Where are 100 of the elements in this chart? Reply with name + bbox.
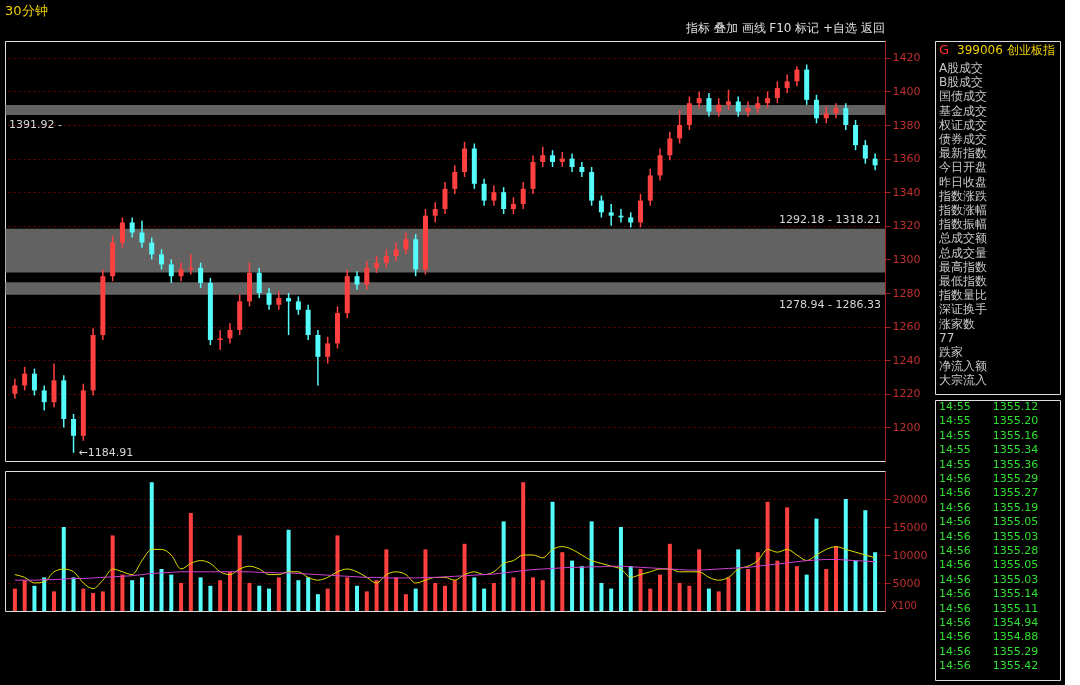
candlestick (501, 186, 507, 215)
text: 14:55 1355.20 (939, 414, 1039, 428)
bar (462, 543, 467, 611)
band-label: 1391.92 - (9, 117, 62, 131)
bar (814, 518, 819, 611)
text: G (939, 42, 950, 57)
bar (335, 535, 340, 611)
candlestick (638, 193, 644, 229)
bar (677, 583, 682, 611)
bar (22, 580, 27, 611)
candlestick (315, 329, 321, 387)
bar (726, 577, 731, 611)
bar (618, 527, 623, 611)
bar (667, 543, 672, 611)
candlestick (657, 147, 663, 182)
line-series (14, 546, 876, 590)
bar (755, 552, 760, 611)
text: 14:56 1355.05 (939, 558, 1039, 572)
bar (315, 594, 320, 611)
bar (208, 585, 213, 611)
text: 14:56 1354.88 (939, 630, 1039, 644)
y-tick-label: 5000 (892, 576, 921, 590)
text: 最高指数 (939, 259, 987, 274)
text: 14:56 1355.11 (939, 601, 1039, 615)
bar (863, 510, 868, 611)
text: 14:55 1355.16 (939, 428, 1039, 442)
bar (61, 527, 66, 611)
bar (491, 583, 496, 611)
line-series (14, 558, 876, 581)
text: 14:56 1355.27 (939, 486, 1039, 500)
bar (746, 569, 751, 611)
candlestick (452, 164, 458, 195)
candlestick (403, 231, 409, 256)
bar (521, 482, 526, 611)
text: 权证成交 (938, 117, 987, 132)
candlestick (71, 413, 77, 454)
bar (824, 569, 829, 611)
bar (237, 535, 242, 611)
candlestick (696, 90, 702, 109)
candlestick (716, 97, 722, 118)
text: 国债成交 (939, 89, 987, 104)
bar (130, 580, 135, 611)
bar (100, 591, 105, 611)
bar (804, 574, 809, 611)
candlestick (178, 262, 184, 282)
candlestick (442, 181, 448, 215)
bar (374, 580, 379, 611)
bar (218, 580, 223, 611)
bar (227, 571, 232, 611)
text: 指数涨跌 (938, 188, 987, 203)
bar (433, 583, 438, 611)
candlestick (383, 248, 389, 269)
text: 最低指数 (939, 274, 987, 288)
candlestick (774, 80, 780, 104)
text: 14:56 1355.28 (939, 544, 1039, 557)
bar (501, 521, 506, 611)
candlestick (462, 141, 468, 178)
bar (403, 594, 408, 611)
candlestick (813, 94, 819, 125)
y-tick-label: 15000 (892, 520, 928, 534)
bar (599, 583, 604, 611)
bar (452, 580, 457, 611)
candlestick (364, 260, 370, 291)
candlestick (12, 377, 18, 400)
text: 14:56 1355.03 (939, 572, 1039, 586)
bar (609, 588, 614, 611)
text: 14:56 1355.19 (939, 500, 1039, 514)
text: 14:56 1355.29 (939, 644, 1039, 658)
bar (32, 585, 37, 611)
annotation: ←1184.91 (78, 445, 134, 459)
candlestick (432, 201, 438, 224)
bar (706, 588, 711, 611)
candlestick (266, 287, 272, 311)
bar (286, 529, 291, 611)
text: 指数量比 (938, 288, 987, 303)
text: 今日开盘 (939, 160, 987, 175)
bar (276, 577, 281, 611)
candlestick (217, 329, 223, 351)
candlestick (393, 241, 399, 262)
text: 14:56 1355.29 (939, 472, 1039, 485)
bar (873, 552, 878, 611)
bar (423, 549, 428, 611)
bar (364, 591, 369, 611)
bar (540, 580, 545, 611)
text: X100 (891, 600, 917, 611)
candlestick (520, 181, 526, 210)
bar (355, 585, 360, 611)
bar (530, 577, 535, 611)
bar (628, 566, 633, 611)
text: 净流入额 (939, 359, 987, 374)
candlestick (598, 194, 604, 219)
text: 14:56 1355.14 (939, 587, 1039, 601)
candlestick (295, 295, 301, 316)
bar (394, 577, 399, 611)
y-tick-label: 1300 (892, 252, 921, 266)
bar (81, 588, 86, 611)
text: 14:55 1355.12 (939, 400, 1039, 413)
text: 指数涨幅 (938, 203, 987, 217)
candlestick (276, 290, 282, 311)
candlestick (22, 366, 28, 392)
